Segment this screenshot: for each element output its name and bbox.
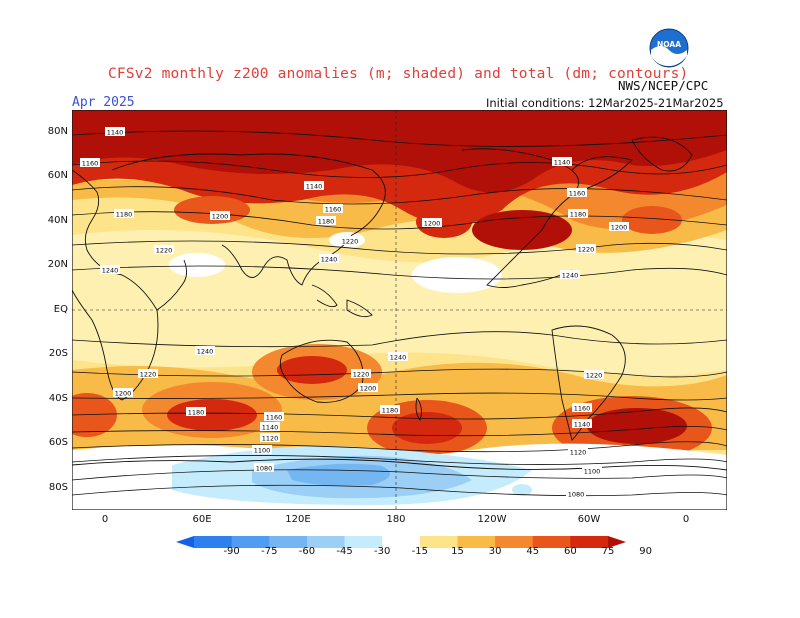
colorbar-segment bbox=[382, 536, 421, 548]
colorbar-tick-label: 60 bbox=[563, 546, 577, 557]
contour-label: 1240 bbox=[321, 256, 338, 264]
colorbar-segment bbox=[570, 536, 609, 548]
forecast-month: Apr 2025 bbox=[72, 95, 135, 110]
lat-label-40s: 40S bbox=[48, 393, 68, 404]
contour-label: 1180 bbox=[382, 407, 399, 415]
lon-label-0: 0 bbox=[101, 514, 109, 525]
contour-label: 1140 bbox=[107, 129, 124, 137]
contour-label: 1200 bbox=[115, 390, 132, 398]
contour-label: 1220 bbox=[140, 371, 157, 379]
colorbar-tick-label: 45 bbox=[526, 546, 540, 557]
contour-label: 1220 bbox=[353, 371, 370, 379]
colorbar-tick-label: -15 bbox=[411, 546, 428, 557]
lat-label-80n: 80N bbox=[47, 126, 68, 137]
contour-label: 1140 bbox=[262, 424, 279, 432]
contour-label: 1220 bbox=[578, 246, 595, 254]
colorbar-tick-label: -60 bbox=[298, 546, 316, 557]
colorbar-segment bbox=[231, 536, 270, 548]
contour-label: 1120 bbox=[262, 435, 279, 443]
contour-label: 1200 bbox=[611, 224, 628, 232]
colorbar-tick-label: -45 bbox=[336, 546, 353, 557]
lat-label-60s: 60S bbox=[48, 437, 68, 448]
contour-label: 1100 bbox=[584, 468, 601, 476]
contour-label: 1220 bbox=[586, 372, 603, 380]
contour-label: 1180 bbox=[382, 405, 399, 413]
contour-lines bbox=[72, 130, 727, 497]
contour-label: 1220 bbox=[342, 238, 359, 246]
colorbar-tick-label: -30 bbox=[374, 546, 391, 557]
colorbar-segment bbox=[344, 536, 383, 548]
colorbar-tick-label: 15 bbox=[451, 546, 464, 557]
lat-label-40n: 40N bbox=[47, 215, 68, 226]
lat-label-20s: 20S bbox=[48, 348, 68, 359]
lat-label-80s: 80S bbox=[48, 482, 68, 493]
contour-label: 1140 bbox=[306, 183, 323, 191]
colorbar-tick-label: 75 bbox=[601, 546, 615, 557]
contour-label: 1160 bbox=[266, 414, 283, 422]
contour-label: 1180 bbox=[570, 211, 587, 219]
grid-lines bbox=[72, 110, 727, 510]
colorbar-segment bbox=[532, 536, 571, 548]
colorbar-segment bbox=[306, 536, 346, 548]
lat-label-eq: EQ bbox=[53, 304, 68, 315]
lon-label-120w: 120W bbox=[477, 514, 507, 525]
lon-label-60e: 60E bbox=[192, 514, 212, 525]
contour-label: 1180 bbox=[188, 409, 205, 417]
colorbar-segment bbox=[457, 536, 496, 548]
colorbar-segment bbox=[419, 536, 458, 548]
colorbar-segment bbox=[194, 536, 233, 548]
shaded-anomalies bbox=[72, 110, 727, 510]
contour-label: 1180 bbox=[116, 211, 133, 219]
agency-label: NWS/NCEP/CPC bbox=[618, 78, 709, 93]
colorbar-segment bbox=[495, 536, 534, 548]
contour-label: 1160 bbox=[569, 190, 586, 198]
chart-title: CFSv2 monthly z200 anomalies (m; shaded)… bbox=[108, 66, 689, 82]
colorbar bbox=[176, 536, 626, 548]
logo-text: NOAA bbox=[657, 40, 681, 49]
lat-label-60n: 60N bbox=[47, 170, 68, 181]
lon-label-120e: 120E bbox=[285, 514, 311, 525]
contour-label: 1200 bbox=[360, 385, 377, 393]
contour-label: 1160 bbox=[325, 206, 342, 214]
lat-label-20n: 20N bbox=[47, 259, 68, 270]
lon-label-180: 180 bbox=[386, 514, 406, 525]
contour-label: 1160 bbox=[82, 160, 99, 168]
contour-label: 1220 bbox=[156, 247, 173, 255]
contour-label: 1120 bbox=[570, 449, 587, 457]
contour-label: 1240 bbox=[197, 348, 214, 356]
lon-label-60w: 60W bbox=[577, 514, 601, 525]
colorbar-tick-label: -75 bbox=[261, 546, 278, 557]
colorbar-tick-label: -90 bbox=[223, 546, 240, 557]
colorbar-max-extension bbox=[608, 536, 626, 548]
contour-label: 1240 bbox=[102, 267, 119, 275]
colorbar-tick-label: 90 bbox=[639, 546, 652, 557]
contour-label-group: 1140 1160 1180 1200 1220 1240 1140 1160 … bbox=[80, 127, 629, 499]
colorbar-segment bbox=[269, 536, 308, 548]
noaa-logo: NOAA bbox=[649, 28, 689, 68]
colorbar-tick-label: 30 bbox=[488, 546, 502, 557]
contour-label: 1100 bbox=[254, 447, 271, 455]
contour-label: 1140 bbox=[554, 159, 571, 167]
colorbar-min-extension bbox=[176, 536, 194, 548]
contour-label: 1080 bbox=[256, 465, 273, 473]
contour-label: 1160 bbox=[574, 405, 591, 413]
contour-label: 1140 bbox=[574, 421, 591, 429]
contour-label: 1080 bbox=[568, 491, 585, 499]
anomaly-map: 1140 1160 1180 1200 1220 1240 1140 1160 … bbox=[72, 110, 727, 510]
lon-label-0-east: 0 bbox=[682, 514, 690, 525]
contour-label: 1200 bbox=[424, 220, 441, 228]
contour-label: 1240 bbox=[562, 272, 579, 280]
contour-label: 1180 bbox=[318, 218, 335, 226]
contour-label: 1200 bbox=[212, 213, 229, 221]
initial-conditions: Initial conditions: 12Mar2025-21Mar2025 bbox=[486, 96, 724, 110]
contour-label: 1240 bbox=[390, 354, 407, 362]
